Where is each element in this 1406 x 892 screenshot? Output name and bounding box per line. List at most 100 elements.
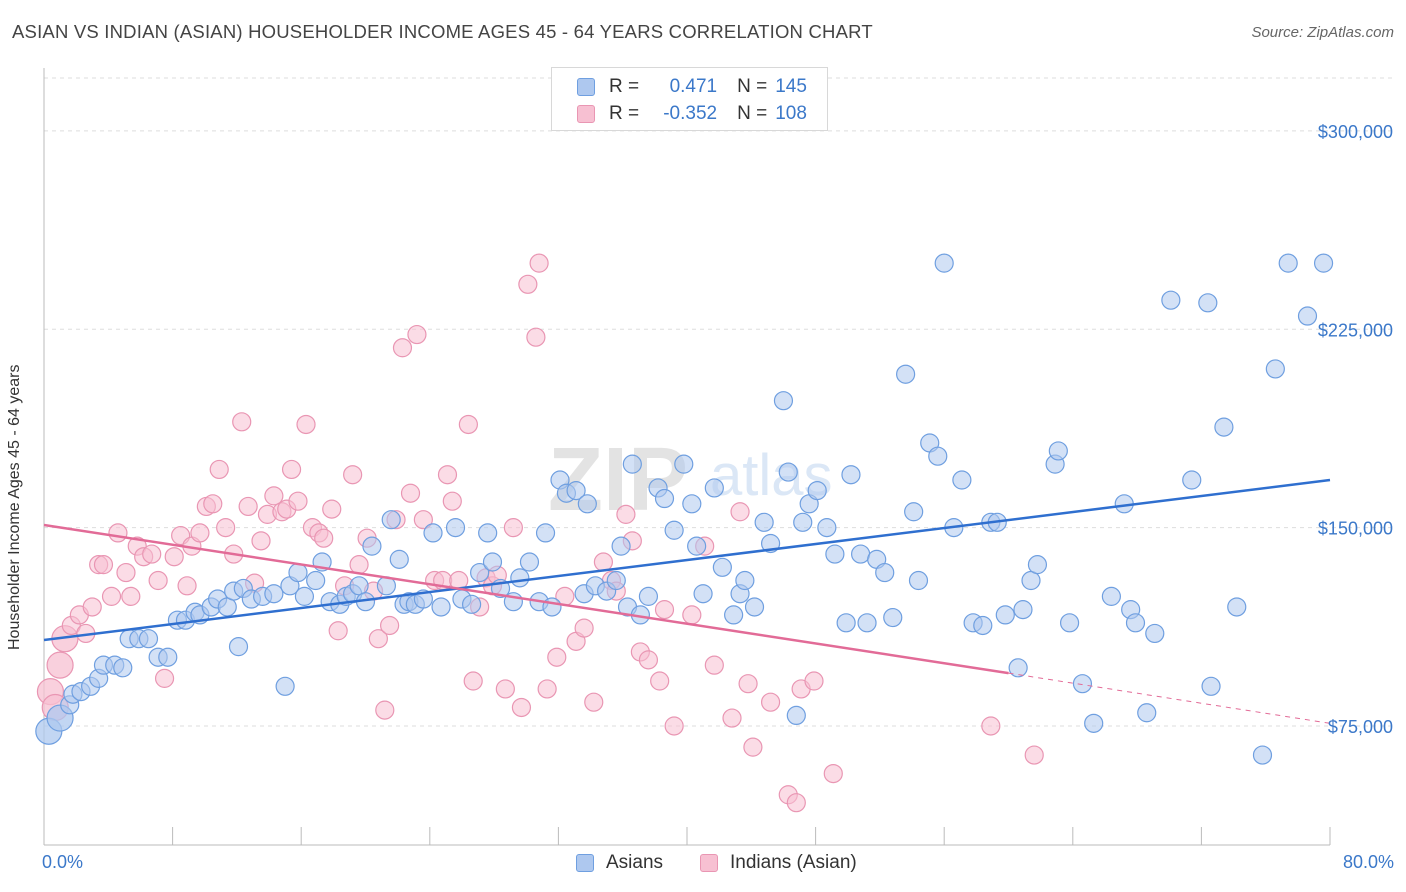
- data-point: [682, 494, 702, 514]
- data-point: [343, 465, 363, 485]
- data-point: [704, 655, 724, 675]
- legend-item-asians[interactable]: Asians: [576, 852, 663, 874]
- data-point: [381, 510, 401, 530]
- n-label: N =: [737, 103, 768, 124]
- trend-lines: [43, 478, 1331, 724]
- data-point: [108, 523, 128, 543]
- data-point: [754, 512, 774, 532]
- data-point: [380, 615, 400, 636]
- data-point: [1201, 676, 1221, 696]
- y-axis-label: Householder Income Ages 45 - 64 years: [6, 364, 23, 651]
- data-point: [616, 504, 636, 524]
- data-point: [519, 552, 540, 572]
- data-point: [638, 650, 659, 670]
- data-point: [606, 570, 626, 591]
- data-point: [437, 465, 458, 485]
- data-point: [934, 253, 954, 273]
- legend-row-indians: R = -0.352 N = 108: [577, 102, 807, 126]
- data-point: [857, 613, 877, 633]
- data-point: [786, 793, 806, 813]
- data-point: [1101, 586, 1121, 606]
- data-point: [1013, 600, 1033, 620]
- data-point: [622, 454, 642, 474]
- legend-label-asians: Asians: [606, 852, 664, 873]
- data-point: [154, 668, 175, 688]
- data-point: [46, 651, 74, 679]
- data-point: [82, 597, 102, 617]
- data-point: [1084, 713, 1104, 733]
- data-point: [535, 523, 556, 543]
- data-point: [908, 570, 929, 591]
- x-tick-min: 0.0%: [42, 852, 84, 872]
- data-point: [1008, 658, 1028, 678]
- data-point: [121, 586, 141, 606]
- data-point: [638, 586, 659, 606]
- indians-trend-line: [43, 523, 1009, 675]
- n-value: 145: [775, 76, 807, 97]
- data-point: [928, 446, 948, 466]
- data-point: [177, 576, 197, 596]
- data-point: [744, 597, 765, 617]
- data-point: [232, 412, 252, 432]
- data-point: [566, 480, 586, 501]
- data-point: [482, 552, 503, 572]
- data-point: [392, 338, 413, 358]
- data-point: [1072, 674, 1093, 694]
- legend-item-indians[interactable]: Indians (Asian): [700, 852, 857, 874]
- data-point: [807, 480, 827, 501]
- data-point: [148, 570, 168, 591]
- data-point: [1137, 703, 1157, 723]
- data-point: [431, 597, 451, 617]
- data-point: [1278, 253, 1298, 273]
- data-point: [1145, 623, 1165, 644]
- data-point: [851, 544, 871, 564]
- legend-label-indians: Indians (Asian): [730, 852, 857, 873]
- data-point: [542, 597, 562, 617]
- data-point: [228, 637, 249, 657]
- data-point: [738, 674, 758, 694]
- data-point: [510, 568, 530, 588]
- data-point: [116, 562, 136, 583]
- data-point: [664, 520, 684, 540]
- data-point: [407, 324, 427, 345]
- r-value: 0.471: [669, 76, 718, 97]
- legend-row-asians: R = 0.471 N = 145: [577, 75, 807, 99]
- data-point: [1024, 745, 1044, 765]
- data-point: [314, 528, 334, 548]
- data-point: [682, 605, 702, 625]
- r-label: R =: [609, 103, 640, 124]
- data-point: [101, 586, 122, 606]
- r-label: R =: [609, 76, 640, 97]
- indians-swatch: [700, 854, 718, 872]
- data-point: [823, 763, 843, 784]
- chart-title: ASIAN VS INDIAN (ASIAN) HOUSEHOLDER INCO…: [12, 21, 873, 42]
- data-point: [478, 523, 498, 543]
- data-point: [113, 658, 133, 678]
- data-point: [463, 671, 483, 691]
- data-point: [1214, 417, 1234, 437]
- data-point: [503, 518, 523, 538]
- data-point: [743, 737, 763, 757]
- data-point: [158, 647, 178, 667]
- data-point: [209, 459, 229, 480]
- data-point: [164, 547, 184, 567]
- indians-trend-extension: [1008, 672, 1331, 724]
- data-point: [288, 562, 308, 583]
- data-point: [288, 491, 308, 511]
- data-point: [238, 496, 258, 517]
- data-point: [389, 549, 409, 569]
- data-point: [537, 679, 557, 699]
- data-point: [1027, 555, 1048, 575]
- data-point: [730, 502, 750, 522]
- data-point: [836, 613, 856, 633]
- data-point: [981, 716, 1001, 736]
- data-point: [778, 462, 798, 482]
- data-point: [296, 414, 316, 435]
- data-point: [574, 618, 594, 638]
- data-point: [817, 518, 837, 538]
- y-tick-labels: $75,000 $150,000 $225,000 $300,000: [1318, 122, 1393, 737]
- data-point: [423, 523, 443, 543]
- data-point: [786, 705, 806, 726]
- indian-points: [36, 253, 1044, 813]
- data-point: [674, 454, 694, 474]
